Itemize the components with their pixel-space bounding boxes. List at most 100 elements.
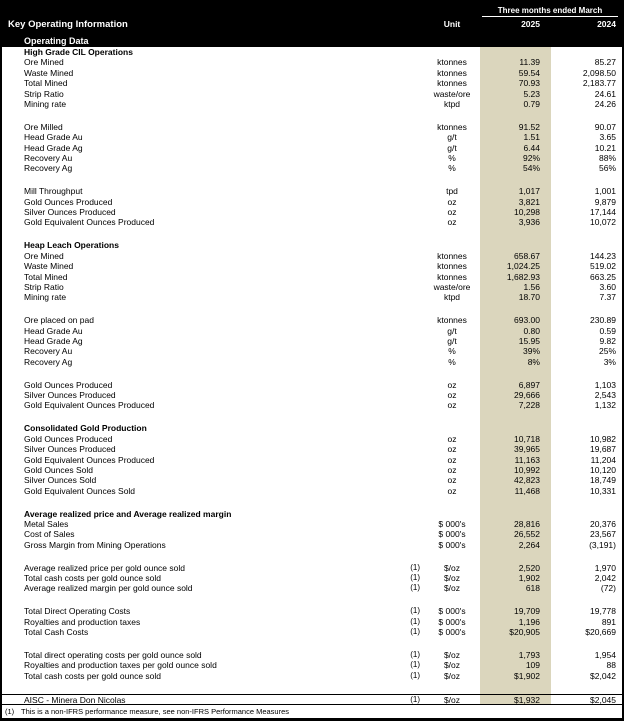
unit-cell: $/oz [443,670,461,681]
row-label [2,594,372,607]
data-row: Silver Ounces Produced oz 29,666 2,543 [2,390,622,401]
value-2025-cell: 54% [480,163,551,174]
value-2025-cell [480,173,551,187]
value-2025-cell [480,637,551,650]
row-label: Ore Mined [24,250,64,261]
data-row: Silver Ounces Produced oz 39,965 19,687 [2,444,622,455]
value-2024-cell: 2,543 [594,390,616,401]
unit-cell: oz [447,217,457,228]
footnote-ref [372,411,424,424]
value-2025-cell: 1,196 [480,616,551,628]
unit-cell: g/t [447,132,457,143]
value-2024-cell: 10.21 [594,142,616,153]
value-2025-cell [480,367,551,380]
section-title: High Grade CIL Operations [24,47,133,57]
row-label: Silver Ounces Sold [24,475,97,486]
data-row: Gold Ounces Produced oz 3,821 9,879 [2,196,622,208]
footnote-ref [372,444,424,454]
footnote-ref [372,367,424,380]
value-2025-cell [480,109,551,122]
unit-cell [424,423,480,433]
unit-cell: ktonnes [437,315,467,326]
value-2024-cell: 230.89 [590,315,616,326]
data-row: Head Grade Au g/t 1.51 3.65 [2,132,622,143]
unit-cell: waste/ore [433,88,471,99]
value-2025-cell [480,593,551,607]
footnote-ref [372,357,424,367]
spacer-row [2,681,622,694]
unit-cell: $ 000's [438,539,466,550]
footnote-ref [372,228,424,241]
unit-cell: ktonnes [437,78,467,89]
value-2024-cell [551,228,622,241]
footnote-ref [372,509,424,519]
unit-cell [424,228,480,241]
section-title: Consolidated Gold Production [24,423,147,434]
value-2024-cell: 90.07 [594,121,616,132]
unit-cell: $/oz [443,583,461,594]
footnote-ref [372,465,424,475]
value-2024-cell [551,367,622,380]
footnote-ref [372,272,424,282]
value-2025-cell: 92% [480,153,551,164]
row-label: Gold Equivalent Ounces Produced [24,400,155,411]
row-label: Gold Ounces Produced [24,196,113,207]
footnote-ref: (1) [410,694,420,704]
value-2024-cell: 2,183.77 [582,78,616,89]
value-2024-cell: 20,376 [590,518,616,529]
data-row: Waste Mined ktonnes 59.54 2,098.50 [2,67,622,79]
value-2024-cell [551,637,622,650]
value-2025-cell: 1,024.25 [480,261,551,272]
spacer-row [2,367,622,380]
data-row: Head Grade Au g/t 0.80 0.59 [2,325,622,336]
row-label: Gross Margin from Mining Operations [24,539,166,550]
row-label: Ore Milled [24,121,63,132]
value-2024-cell: 7.37 [599,292,616,303]
unit-cell: $/oz [443,660,461,671]
row-label: Gold Equivalent Ounces Produced [24,217,155,228]
row-label: Head Grade Au [24,325,83,336]
row-label: Royalties and production taxes per gold … [24,660,217,671]
unit-cell: oz [447,444,457,455]
row-label: Ore placed on pad [24,315,94,326]
value-2024-cell: 1,970 [594,562,616,573]
unit-cell: oz [447,400,457,411]
value-2025-cell: 7,228 [480,400,551,411]
value-2024-cell: 25% [598,346,616,357]
data-row: Recovery Au% 39% 25% [2,346,622,357]
value-2025-cell [480,508,551,519]
unit-cell [424,303,480,316]
row-label: Average realized margin per gold ounce s… [24,583,193,594]
value-2025-cell: 39,965 [480,444,551,455]
row-label: Head Grade Ag [24,335,83,346]
value-2025-cell: 658.67 [480,250,551,262]
unit-cell: $/oz [443,649,461,660]
value-2024-cell: (3,191) [589,539,616,550]
data-row: Ore Milled ktonnes 91.52 90.07 [2,121,622,133]
row-label [2,109,372,122]
footnote-ref [372,282,424,292]
unit-cell [424,47,480,57]
value-2025-cell: 11.39 [480,57,551,68]
value-2025-cell: 10,718 [480,433,551,445]
unit-cell [424,594,480,607]
value-2024-cell: 24.26 [594,98,616,109]
value-2024-cell: 24.61 [594,88,616,99]
value-2025-cell: 618 [480,583,551,594]
footnote-ref [372,326,424,336]
row-label: AISC - Minera Don Nicolas [24,694,126,704]
unit-cell: oz [447,475,457,486]
value-2024-cell: 19,778 [590,606,616,617]
data-row: Gold Ounces Produced oz 6,897 1,103 [2,379,622,391]
unit-cell: $ 000's [438,529,466,540]
data-row: Recovery Ag% 54% 56% [2,163,622,174]
row-label: Mining rate [24,98,67,109]
footnote-ref: (1) [410,616,420,626]
year-2025-header: 2025 [521,19,540,29]
data-row: Total Mined ktonnes 1,682.93 663.25 [2,271,622,282]
footnote-ref [372,434,424,444]
footnote-ref [372,207,424,217]
value-2024-cell: 19,687 [590,444,616,455]
spacer-row [2,227,622,241]
